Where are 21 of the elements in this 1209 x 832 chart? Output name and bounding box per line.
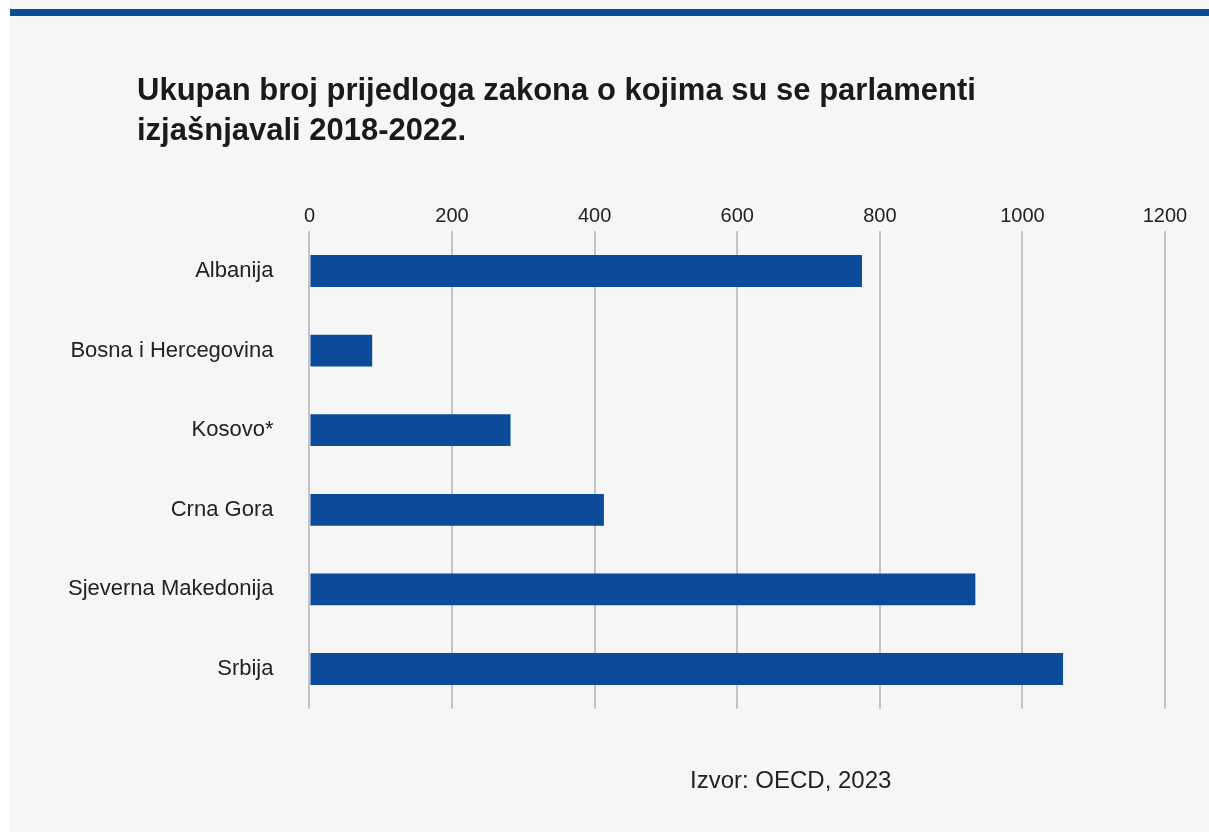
x-tick-label: 1200 xyxy=(1142,203,1188,226)
x-tick-label: 0 xyxy=(303,203,316,226)
bar xyxy=(310,653,1064,685)
x-tick-label: 200 xyxy=(435,203,469,226)
y-tick-label: Sjeverna Makedonija xyxy=(67,575,275,601)
x-tick-label: 600 xyxy=(720,203,754,226)
bar xyxy=(310,573,976,606)
y-tick-label: Kosovo* xyxy=(191,416,274,442)
bar xyxy=(310,334,373,367)
y-tick-label: Albanija xyxy=(195,257,275,283)
y-tick-label: Crna Gora xyxy=(170,495,275,521)
bar xyxy=(310,414,511,447)
bar xyxy=(310,493,604,526)
text: Izvor: OECD, 2023 xyxy=(690,766,892,794)
x-tick-label: 400 xyxy=(577,203,612,226)
y-tick-label: Bosna i Hercegovina xyxy=(70,336,275,362)
chart-title: Ukupan broj prijedloga zakona o kojima su se parlamenti izjašnjavali 2018-2022. xyxy=(137,71,977,149)
bar xyxy=(310,255,862,287)
x-tick-label: 800 xyxy=(863,203,897,226)
x-tick-label: 1000 xyxy=(1000,203,1045,226)
y-tick-label: Srbija xyxy=(217,655,275,681)
